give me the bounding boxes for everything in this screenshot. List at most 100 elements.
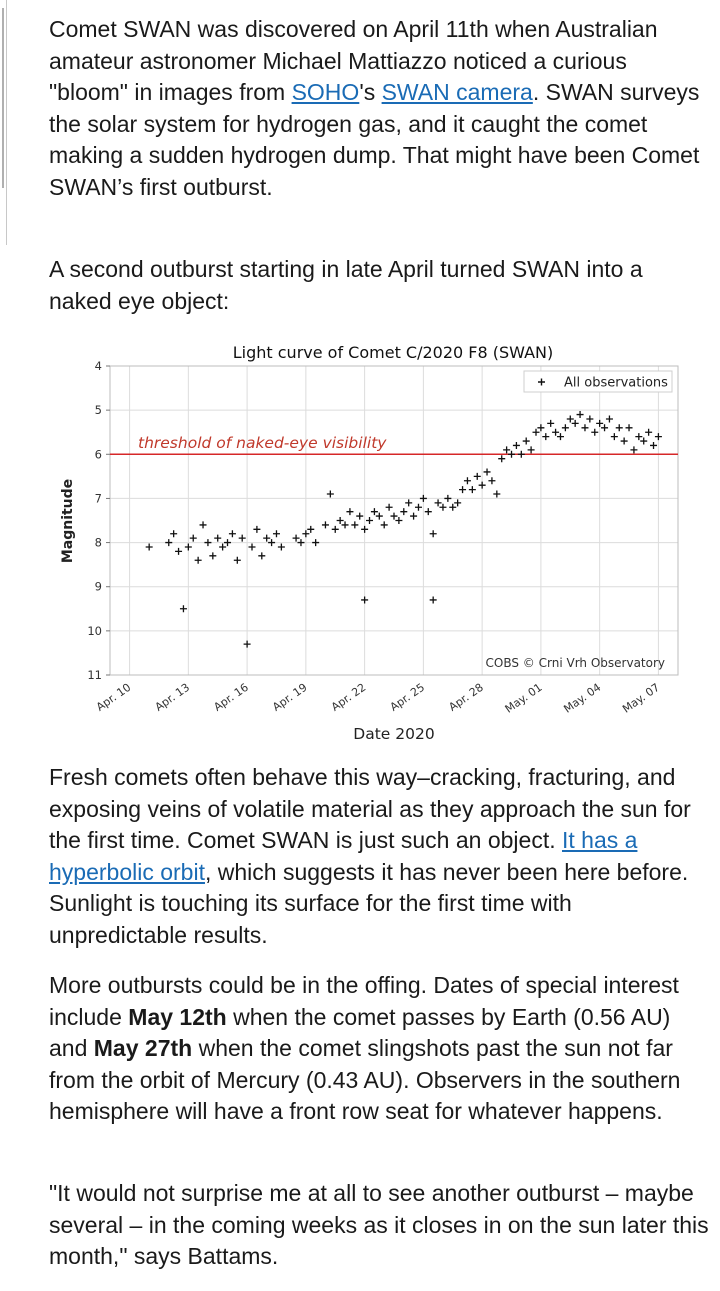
observation-point (321, 521, 329, 529)
observation-point (380, 521, 388, 529)
chart-legend: All observations (523, 370, 673, 393)
observation-point (292, 534, 300, 542)
observation-point (424, 508, 432, 516)
left-edge-bar (0, 0, 7, 245)
hyperbolic-orbit-link[interactable]: It has a hyperbolic orbit (49, 827, 638, 885)
observation-point (277, 543, 285, 551)
observation-point (532, 428, 540, 436)
observation-point (581, 424, 589, 432)
observation-point (596, 419, 604, 427)
observation-point (468, 486, 476, 494)
observation-point (238, 534, 246, 542)
soho-link[interactable]: SOHO (291, 79, 360, 105)
observation-point (400, 508, 408, 516)
observation-point (473, 472, 481, 480)
observation-point (591, 428, 599, 436)
observation-point (268, 539, 276, 547)
observation-point (370, 508, 378, 516)
x-tick-label: Apr. 10 (94, 681, 133, 714)
observation-point (459, 486, 467, 494)
legend-label: All observations (564, 376, 668, 391)
y-tick-label: 10 (87, 624, 102, 638)
date-may-27: May 27th (93, 1035, 193, 1061)
x-tick-label: Apr. 28 (446, 681, 485, 714)
observation-point (233, 556, 241, 564)
y-tick-label: 6 (95, 447, 102, 461)
observation-point (605, 415, 613, 423)
chart-title: Light curve of Comet C/2020 F8 (SWAN) (233, 343, 554, 362)
light-curve-svg: Light curve of Comet C/2020 F8 (SWAN) 4 5… (60, 343, 679, 743)
paragraph-more-outbursts-text-3: when the comet slingshots past the sun n… (49, 1035, 681, 1124)
observation-point (175, 547, 183, 555)
observation-point (517, 450, 525, 458)
y-tick-label: 11 (87, 668, 102, 682)
observation-point (645, 428, 653, 436)
observation-point (512, 441, 520, 449)
observation-point (336, 517, 344, 524)
paragraph-discovery-text-1: Comet SWAN was discovered on April 11th … (49, 16, 658, 105)
x-tick-label: Apr. 22 (329, 681, 368, 714)
light-curve-chart: Light curve of Comet C/2020 F8 (SWAN) 4 5… (40, 338, 700, 748)
naked-eye-threshold-label: threshold of naked-eye visibility (138, 434, 387, 452)
observation-point (571, 419, 579, 427)
observation-point (615, 424, 623, 432)
observation-point (224, 539, 232, 547)
observation-point (498, 455, 506, 463)
observation-point (375, 512, 383, 520)
observation-point (640, 437, 648, 445)
x-tick-labels: Apr. 10 Apr. 13 Apr. 16 Apr. 19 Apr. 22 Apr. … (94, 681, 662, 716)
paragraph-battams-quote: "It would not surprise me at all to see … (49, 1180, 709, 1269)
date-may-12: May 12th (128, 1003, 227, 1030)
observation-point (566, 415, 574, 423)
x-axis-label: Date 2020 (353, 725, 434, 743)
observation-point (650, 441, 658, 449)
x-tick-label: Apr. 13 (153, 681, 192, 714)
observation-point (385, 503, 393, 511)
observation-point (556, 433, 564, 441)
observation-point (410, 512, 418, 520)
plot-area-frame (109, 365, 679, 676)
x-tick-label: May. 07 (620, 681, 662, 716)
observation-point (361, 596, 369, 604)
observation-point (552, 428, 560, 436)
observation-point (346, 508, 354, 516)
observation-point (561, 424, 569, 432)
y-tick-label: 4 (95, 359, 102, 373)
paragraph-fresh-comets-text-1: Fresh comets often behave this way–crack… (49, 764, 691, 853)
paragraph-fresh-comets-text-2: , which suggests it has never been here … (49, 858, 689, 948)
observation-point (145, 543, 153, 551)
left-edge-mark (2, 8, 4, 188)
y-tick-label: 7 (95, 491, 102, 505)
observation-point (209, 552, 217, 560)
observation-point (312, 539, 320, 547)
chart-credit: COBS © Crni Vrh Observatory (486, 656, 665, 670)
legend-box (523, 370, 673, 393)
x-tick-label: Apr. 25 (388, 681, 427, 714)
observation-point (429, 530, 437, 538)
observation-point (302, 530, 310, 538)
observation-point (170, 530, 178, 538)
paragraph-more-outbursts: More outbursts could be in the offing. D… (49, 970, 709, 1128)
observation-point (542, 433, 550, 441)
observation-point (434, 499, 442, 507)
paragraph-discovery-text-3: . SWAN surveys the solar system for hydr… (49, 79, 700, 200)
observation-point (263, 534, 271, 542)
observation-point (503, 446, 511, 454)
observation-point (444, 494, 452, 502)
observation-point (414, 503, 422, 511)
observation-point (184, 543, 192, 551)
paragraph-discovery-text-2: 's (359, 79, 382, 105)
observation-point (395, 517, 403, 524)
chart-grid (110, 365, 678, 676)
paragraph-more-outbursts-text-2: when the comet passes by Earth (0.56 AU)… (49, 1003, 671, 1062)
swan-camera-link[interactable]: SWAN camera (381, 79, 533, 105)
observation-point (620, 437, 628, 445)
paragraph-fresh-comets: Fresh comets often behave this way–crack… (49, 762, 714, 951)
observation-point (272, 530, 280, 538)
observation-point (361, 525, 369, 533)
observation-point (297, 539, 305, 547)
observation-point (630, 446, 638, 454)
x-tick-label: May. 04 (561, 681, 603, 716)
observation-point (179, 605, 187, 613)
observation-point (228, 530, 236, 538)
